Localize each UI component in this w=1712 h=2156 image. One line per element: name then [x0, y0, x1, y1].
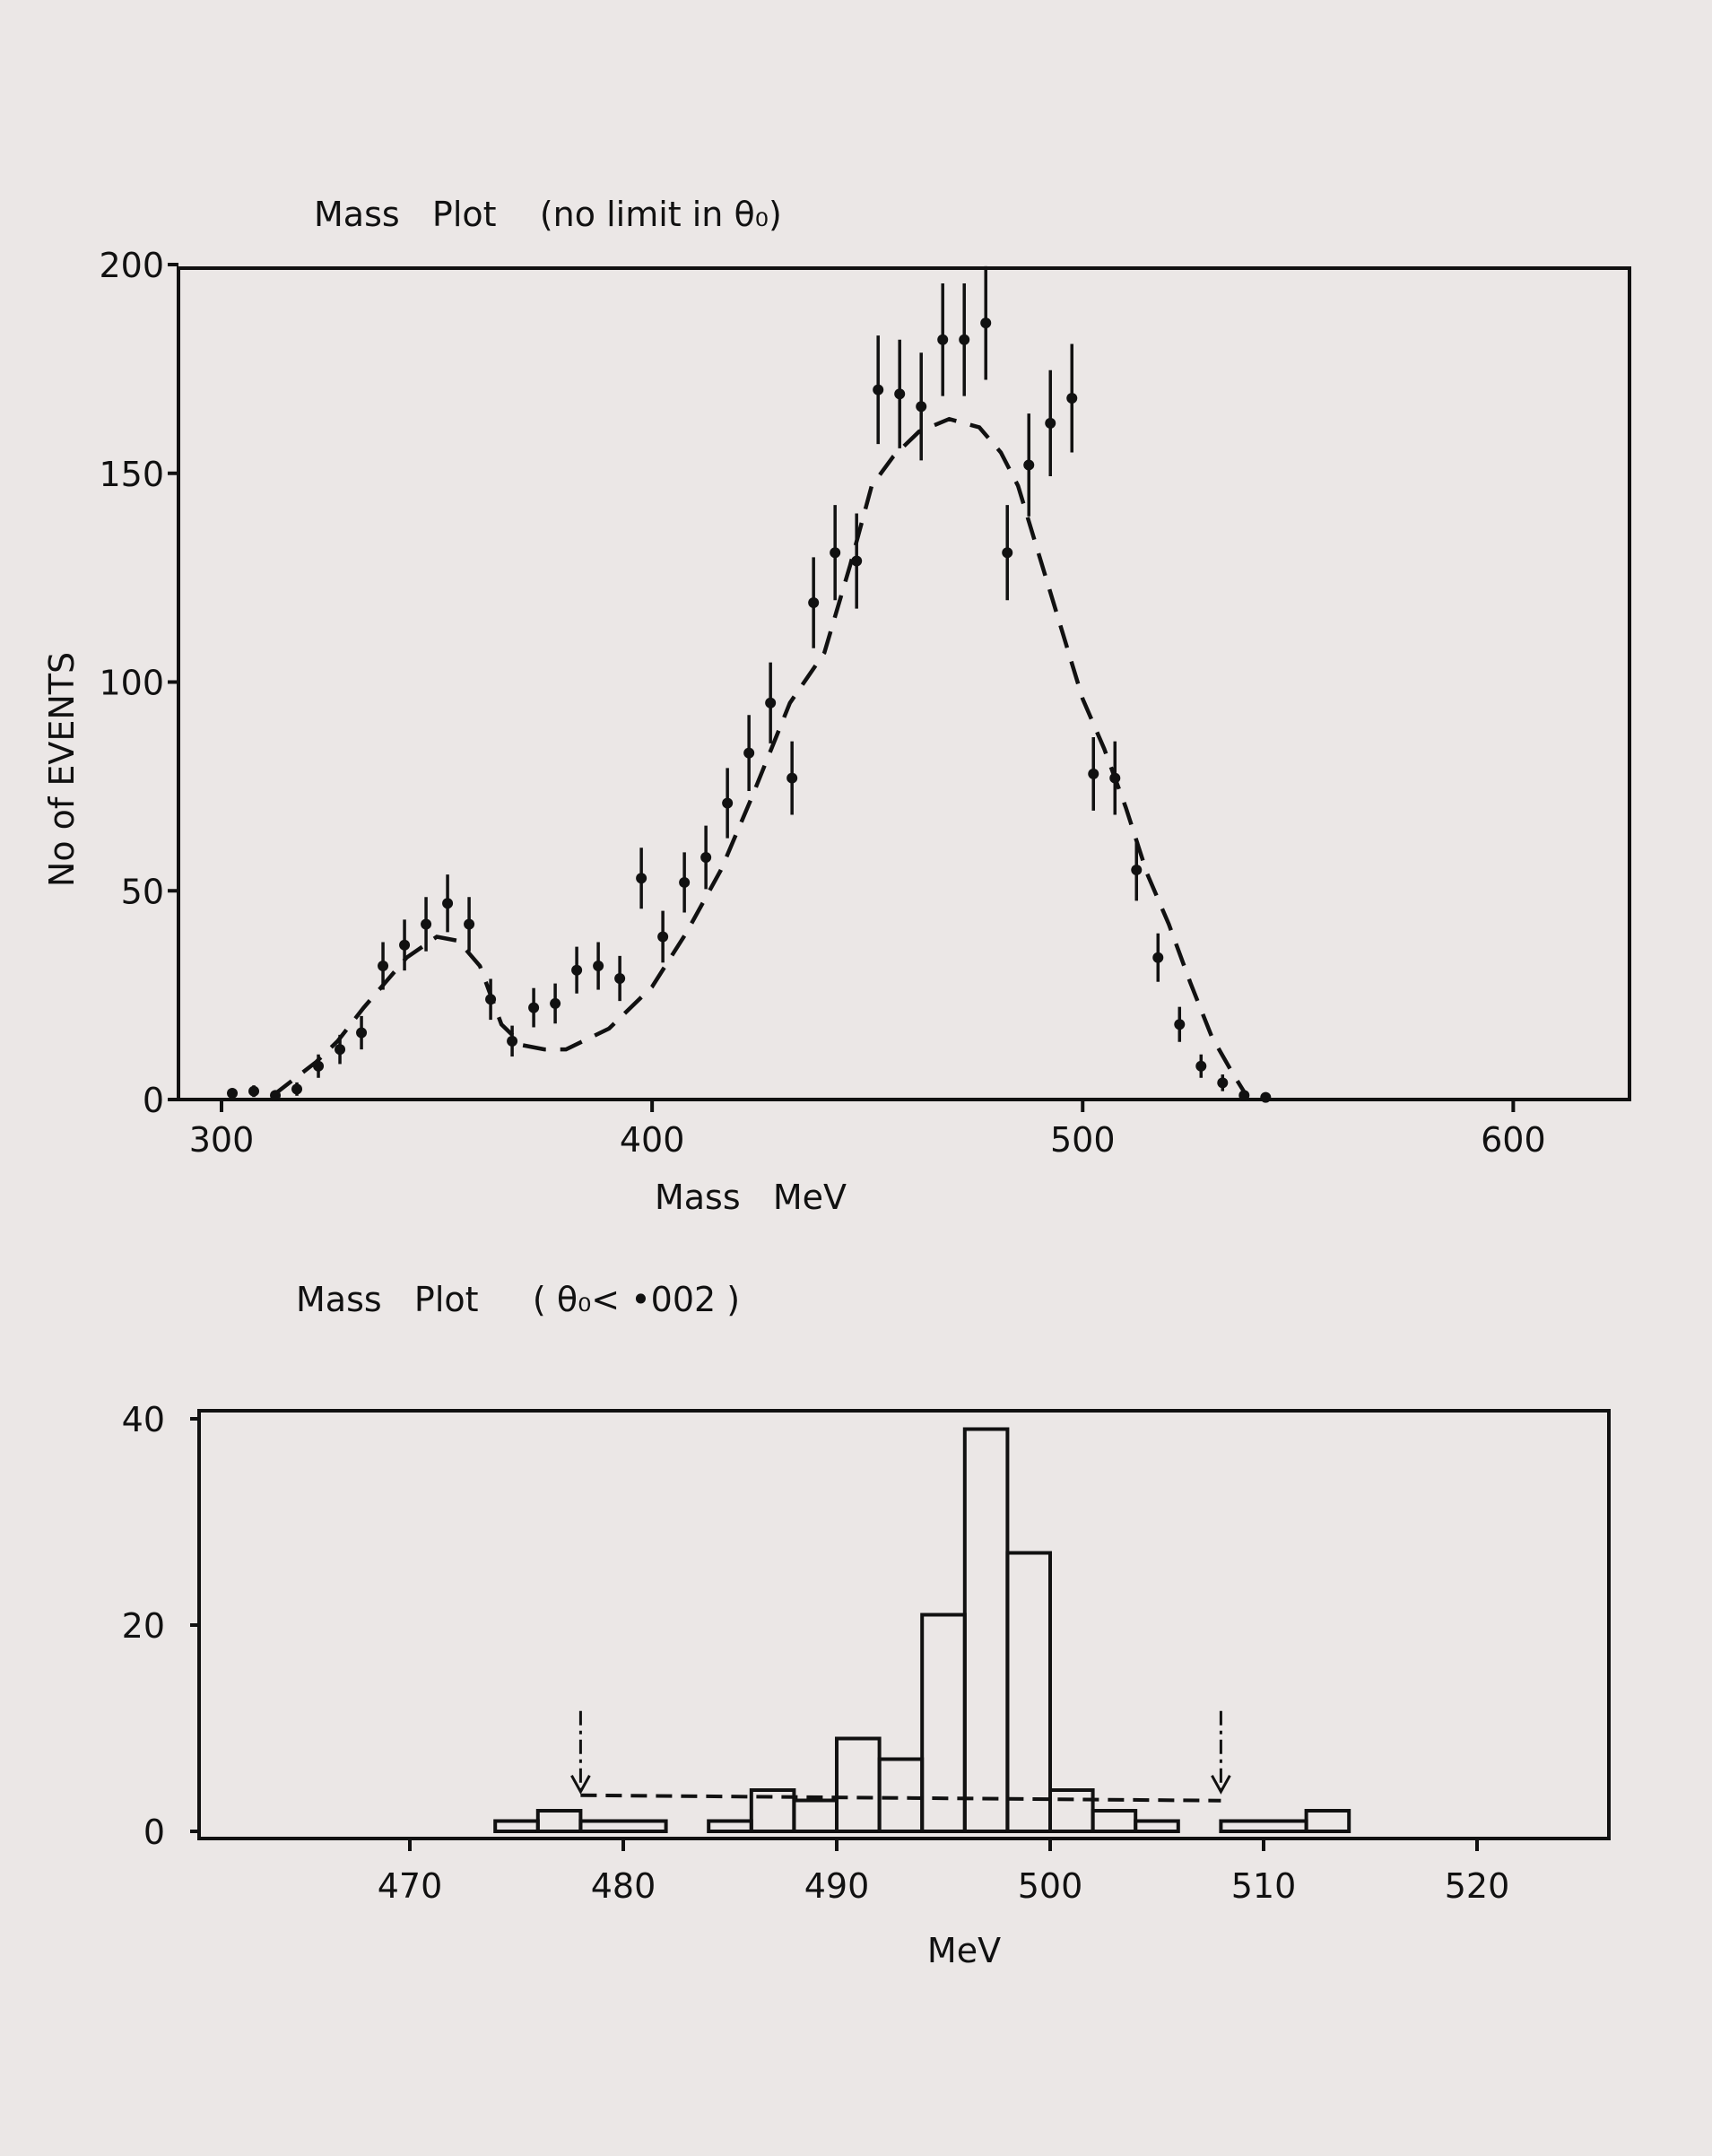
- y-tick-label: 20: [122, 1606, 165, 1646]
- data-point: [1217, 1077, 1229, 1089]
- data-point: [1152, 952, 1164, 963]
- data-point: [378, 961, 389, 972]
- y-tick-label: 0: [143, 1813, 165, 1852]
- data-point: [851, 555, 863, 567]
- histogram-bin: [1134, 1819, 1180, 1833]
- histogram-bin: [1091, 1809, 1138, 1833]
- data-point: [593, 961, 604, 972]
- x-tick-label: 470: [378, 1866, 443, 1906]
- cut-arrow-head-icon: [570, 1775, 591, 1795]
- histogram-bin: [1304, 1809, 1351, 1833]
- histogram-bin: [1219, 1819, 1308, 1833]
- x-tick-label: 480: [591, 1866, 656, 1906]
- data-point: [959, 334, 970, 345]
- data-point: [700, 852, 712, 864]
- y-tick-label: 200: [99, 246, 164, 285]
- data-point: [1238, 1090, 1250, 1101]
- background-dashed-line: [580, 1793, 1221, 1803]
- x-tick-label: 490: [804, 1866, 870, 1906]
- data-point: [722, 797, 734, 809]
- data-point: [808, 597, 820, 609]
- y-tick-label: 100: [99, 664, 164, 703]
- data-point: [248, 1085, 260, 1097]
- data-point: [916, 401, 927, 413]
- data-point: [464, 918, 475, 930]
- x-tick-label: 510: [1231, 1866, 1297, 1906]
- data-point: [679, 876, 691, 888]
- data-point: [227, 1088, 239, 1100]
- data-point: [1045, 417, 1056, 429]
- top-y-axis-label: No of EVENTS: [42, 652, 82, 887]
- histogram-bin: [535, 1809, 583, 1833]
- data-point: [980, 317, 992, 329]
- data-point: [507, 1035, 518, 1047]
- data-point: [786, 772, 798, 784]
- data-point: [421, 918, 432, 930]
- cut-arrow-head-icon: [1211, 1775, 1231, 1795]
- data-point: [1066, 392, 1078, 404]
- histogram-bin: [962, 1427, 1010, 1833]
- data-point: [1174, 1019, 1186, 1030]
- x-tick-label: 520: [1445, 1866, 1510, 1906]
- y-tick-label: 0: [143, 1081, 164, 1120]
- data-point: [571, 964, 583, 976]
- data-point: [937, 334, 949, 345]
- data-point: [873, 384, 884, 396]
- histogram-bin: [792, 1798, 839, 1833]
- histogram-bin: [493, 1819, 540, 1833]
- data-point: [1023, 459, 1035, 471]
- data-point: [1260, 1091, 1272, 1103]
- histogram-bin: [707, 1819, 753, 1833]
- data-point: [1131, 864, 1143, 875]
- data-point: [657, 931, 669, 943]
- x-tick-label: 500: [1050, 1120, 1116, 1160]
- y-tick-label: 40: [122, 1400, 165, 1439]
- data-point: [485, 994, 497, 1005]
- histogram-bin: [1048, 1788, 1095, 1833]
- x-tick-label: 400: [620, 1120, 685, 1160]
- data-point: [743, 747, 755, 759]
- top-x-axis-label: Mass MeV: [655, 1178, 847, 1217]
- data-point: [313, 1060, 325, 1072]
- data-point: [550, 997, 561, 1009]
- x-tick-label: 300: [189, 1120, 255, 1160]
- data-point: [291, 1083, 303, 1095]
- histogram-bin: [835, 1736, 882, 1833]
- data-point: [528, 1002, 540, 1013]
- data-point: [399, 939, 411, 951]
- data-point: [894, 388, 906, 400]
- plot-frame: [197, 1409, 1611, 1840]
- histogram-bin: [877, 1757, 925, 1833]
- data-point: [1109, 772, 1121, 784]
- data-point: [614, 973, 626, 985]
- data-point: [830, 547, 841, 559]
- x-tick-label: 500: [1018, 1866, 1083, 1906]
- data-point: [356, 1027, 368, 1039]
- data-point: [270, 1090, 282, 1101]
- data-point: [1088, 768, 1099, 779]
- data-point: [335, 1044, 346, 1056]
- data-point: [636, 873, 647, 884]
- fit-curve-dashed: [272, 416, 1248, 1098]
- histogram-bin: [1005, 1551, 1053, 1833]
- bottom-chart-title: Mass Plot ( θ₀< •002 ): [296, 1280, 740, 1319]
- histogram-bin: [578, 1819, 668, 1833]
- data-point: [442, 898, 454, 909]
- data-point: [1195, 1060, 1207, 1072]
- top-chart: Mass Plot (no limit in θ₀) Mass MeV No o…: [42, 195, 1631, 1217]
- y-tick-label: 150: [99, 455, 164, 494]
- y-tick-label: 50: [121, 872, 164, 911]
- bottom-x-axis-label: MeV: [927, 1931, 1001, 1970]
- data-point: [765, 697, 777, 709]
- bottom-chart: Mass Plot ( θ₀< •002 ) MeV 470 480 490 500 5…: [122, 1280, 1611, 1970]
- x-tick-label: 600: [1481, 1120, 1546, 1160]
- top-chart-title: Mass Plot (no limit in θ₀): [314, 195, 782, 234]
- data-point: [1002, 547, 1013, 559]
